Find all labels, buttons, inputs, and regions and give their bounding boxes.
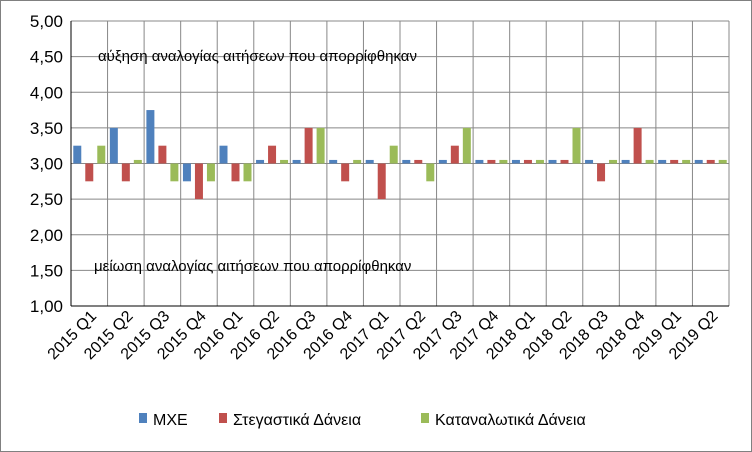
bar: [231, 163, 240, 182]
bar: [511, 159, 520, 164]
bar: [268, 145, 277, 164]
bar: [121, 163, 130, 182]
legend-swatch: [421, 413, 429, 423]
bar: [304, 127, 313, 164]
bar: [475, 159, 484, 164]
bar: [706, 159, 715, 164]
y-tick-label: 4,00: [30, 83, 63, 102]
bar: [645, 159, 654, 164]
bar: [402, 159, 411, 164]
bar: [353, 159, 362, 164]
legend-label: ΜΧΕ: [153, 412, 188, 429]
y-tick-label: 2,00: [30, 226, 63, 245]
bar: [523, 159, 532, 164]
bar: [158, 145, 167, 164]
bar: [182, 163, 191, 182]
bar: [682, 159, 691, 164]
axes: [70, 21, 729, 307]
bar: [609, 159, 618, 164]
annotation-increase: αύξηση αναλογίας αιτήσεων που απορρίφθηκ…: [98, 48, 417, 65]
bar: [329, 159, 338, 164]
bar: [499, 159, 508, 164]
bar: [97, 145, 106, 164]
legend-label: Καταναλωτικά Δάνεια: [435, 412, 586, 429]
bar: [548, 159, 557, 164]
bar: [280, 159, 289, 164]
bar: [243, 163, 252, 182]
bar: [341, 163, 350, 182]
bar: [73, 145, 82, 164]
bar: [487, 159, 496, 164]
bar: [450, 145, 459, 164]
legend-swatch: [219, 413, 227, 423]
bar: [694, 159, 703, 164]
bar: [658, 159, 667, 164]
bar: [535, 159, 544, 164]
bar: [718, 159, 727, 164]
bar: [292, 159, 301, 164]
y-tick-label: 3,50: [30, 119, 63, 138]
legend-swatch: [139, 413, 147, 423]
y-tick-label: 5,00: [30, 12, 63, 31]
bar: [256, 159, 265, 164]
bar: [414, 159, 423, 164]
bar: [560, 159, 569, 164]
y-tick-labels: 1,00 1,50 2,00 2,50 3,00 3,50 4,00 4,50 5,00: [30, 12, 63, 316]
gridlines: [70, 20, 730, 307]
y-tick-label: 4,50: [30, 48, 63, 67]
bar: [219, 145, 228, 164]
bar: [670, 159, 679, 164]
bar: [462, 127, 471, 164]
bar: [365, 159, 374, 164]
y-tick-label: 1,00: [30, 297, 63, 316]
legend: ΜΧΕ Στεγαστικά Δάνεια Καταναλωτικά Δάνεια: [139, 412, 586, 429]
y-tick-label: 3,00: [30, 155, 63, 174]
bar: [194, 163, 203, 200]
legend-label: Στεγαστικά Δάνεια: [233, 412, 361, 429]
bar: [426, 163, 435, 182]
bars: [73, 110, 727, 200]
bar: [133, 159, 142, 164]
bar: [377, 163, 386, 200]
bar: [170, 163, 179, 182]
bar: [206, 163, 215, 182]
bar: [585, 159, 594, 164]
y-tick-label: 2,50: [30, 190, 63, 209]
bar: [146, 110, 155, 164]
bar: [316, 127, 325, 164]
bar: [621, 159, 630, 164]
bar: [438, 159, 447, 164]
bar: [85, 163, 94, 182]
bar: [597, 163, 606, 182]
bar: [109, 127, 118, 164]
y-tick-label: 1,50: [30, 261, 63, 280]
annotation-decrease: μείωση αναλογίας αιτήσεων που απορρίφθηκ…: [94, 258, 411, 275]
bar: [389, 145, 398, 164]
bar: [572, 127, 581, 164]
bar: [633, 127, 642, 164]
